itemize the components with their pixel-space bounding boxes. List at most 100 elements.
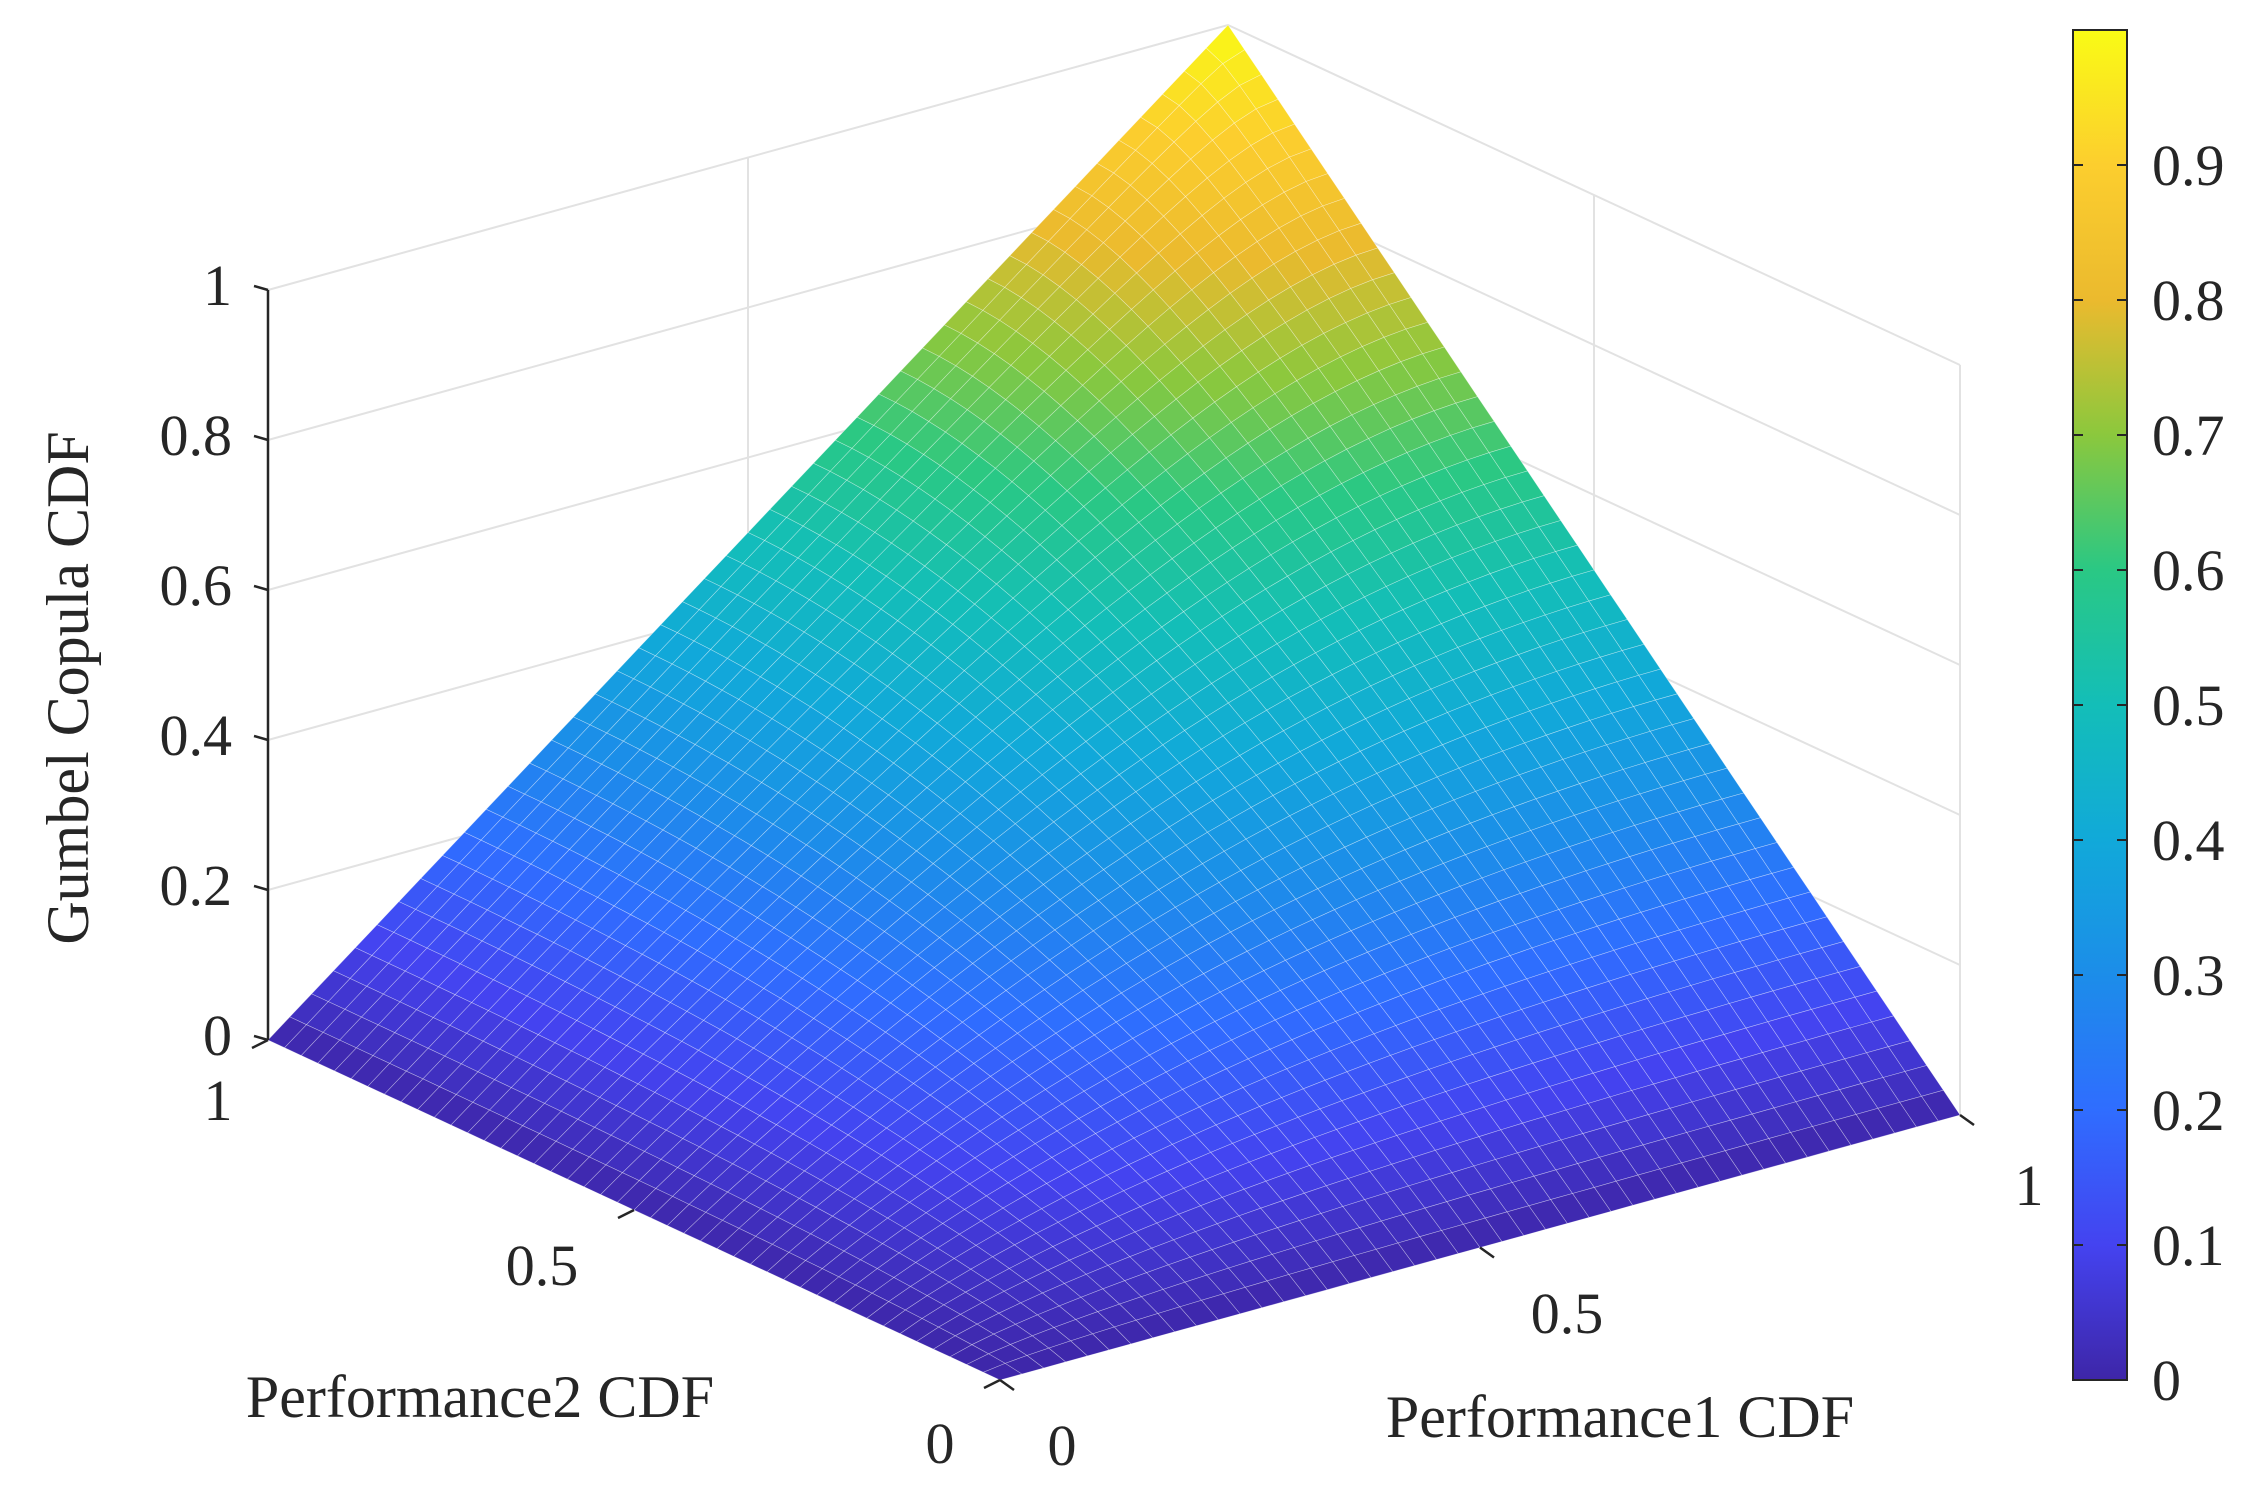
colorbar-tick-label-3: 0.3 bbox=[2152, 943, 2225, 1008]
surface-cell bbox=[1226, 1161, 1267, 1190]
surface-cell bbox=[1221, 602, 1261, 637]
colorbar-tick-label-2: 0.2 bbox=[2152, 1078, 2225, 1143]
surface-cell bbox=[1311, 793, 1351, 827]
surface-cell bbox=[1094, 1121, 1135, 1150]
surface-cell bbox=[1189, 683, 1229, 717]
colorbar-tick-label-8: 0.8 bbox=[2152, 268, 2225, 333]
surface-cell bbox=[1132, 416, 1172, 453]
surface-cell bbox=[1329, 414, 1369, 450]
surface-cell bbox=[1169, 289, 1209, 328]
x-tick-label-0: 0 bbox=[1048, 1413, 1077, 1478]
surface-cell bbox=[837, 1171, 877, 1200]
surface-cell bbox=[1141, 215, 1181, 254]
colorbar-tick-label-6: 0.6 bbox=[2152, 538, 2225, 603]
z-tick-label-0: 0 bbox=[203, 1003, 232, 1068]
surface-cell bbox=[1921, 1089, 1961, 1122]
surface-cell bbox=[990, 1156, 1031, 1184]
surface-cell bbox=[1099, 504, 1140, 541]
surface-cell bbox=[1135, 776, 1175, 810]
surface-cell bbox=[1100, 1094, 1140, 1123]
surface-cell bbox=[1159, 985, 1199, 1016]
surface-cell bbox=[1091, 172, 1131, 208]
surface-cell bbox=[1406, 443, 1446, 478]
surface-cell bbox=[617, 749, 658, 782]
z-axis-ticks: 0 0.2 0.4 0.6 0.8 1 bbox=[160, 253, 233, 1068]
surface-cell bbox=[1184, 1274, 1224, 1301]
y-axis-label: Performance2 CDF bbox=[246, 1364, 714, 1430]
surface-cell bbox=[1081, 869, 1121, 901]
surface-cell bbox=[1220, 477, 1260, 514]
surface-cell bbox=[1039, 1103, 1080, 1132]
surface-cell bbox=[959, 1302, 1000, 1325]
surface-cell bbox=[1441, 1223, 1481, 1254]
surface-cell bbox=[1017, 1018, 1057, 1048]
surface-cell bbox=[716, 1227, 757, 1257]
z-tick-mark-3 bbox=[253, 584, 269, 592]
surface-cell bbox=[1149, 1043, 1189, 1073]
surface-cell bbox=[1140, 1289, 1181, 1314]
surface-cell bbox=[929, 510, 969, 546]
surface-cell bbox=[1637, 1168, 1677, 1200]
surface-cell bbox=[1036, 1305, 1077, 1328]
surface-cell bbox=[802, 502, 842, 536]
surface-cell bbox=[1341, 472, 1381, 507]
y-tick-mark-2 bbox=[251, 1038, 269, 1050]
surface-cell bbox=[679, 816, 719, 849]
surface-cell bbox=[1691, 1095, 1731, 1127]
surface-cell bbox=[775, 1105, 816, 1135]
surface-cell bbox=[1516, 1146, 1557, 1177]
colorbar-tick-label-5: 0.5 bbox=[2152, 673, 2225, 738]
surface-cell bbox=[1312, 391, 1353, 427]
surface-cell bbox=[771, 1225, 812, 1253]
surface-cell bbox=[1015, 308, 1055, 344]
surface-cell bbox=[1822, 1058, 1862, 1091]
surface-cell bbox=[879, 1043, 920, 1073]
surface-cell bbox=[1225, 1058, 1266, 1088]
surface-cell bbox=[880, 587, 920, 622]
surface-cell bbox=[339, 1016, 379, 1049]
surface-cell bbox=[1468, 1188, 1508, 1219]
surface-cell bbox=[417, 1086, 457, 1118]
surface-cell bbox=[971, 1333, 1012, 1355]
z-tick-label-1: 0.2 bbox=[160, 853, 233, 918]
surface-cell bbox=[1354, 773, 1394, 806]
surface-cell bbox=[1170, 417, 1210, 455]
surface-cell bbox=[1249, 1254, 1290, 1282]
surface-cell bbox=[1284, 836, 1324, 869]
x-tick-mark-0 bbox=[999, 1378, 1015, 1392]
surface-mesh bbox=[267, 24, 1961, 1381]
surface-cell bbox=[1105, 1066, 1145, 1096]
surface-cell bbox=[1171, 1134, 1212, 1163]
surface-cell bbox=[1789, 1009, 1829, 1041]
surface-cell bbox=[721, 1200, 762, 1229]
surface-cell bbox=[868, 1002, 908, 1033]
x-axis-ticks: 0 0.5 1 bbox=[1048, 1153, 2044, 1478]
surface-cell bbox=[1221, 1188, 1262, 1217]
surface-cell bbox=[416, 986, 456, 1018]
surface-cell bbox=[1505, 1092, 1545, 1124]
surface-cell bbox=[1680, 1040, 1720, 1072]
surface-cell bbox=[1113, 1319, 1154, 1345]
surface-cell bbox=[1218, 870, 1258, 902]
surface-cell bbox=[979, 1116, 1020, 1145]
surface-cell bbox=[1833, 1114, 1874, 1146]
surface-cell bbox=[1237, 498, 1277, 535]
surface-cell bbox=[1768, 1132, 1808, 1164]
surface-cell bbox=[1248, 554, 1288, 590]
surface-cell bbox=[1384, 452, 1424, 487]
surface-cell bbox=[1386, 1185, 1426, 1215]
x-axis-label: Performance1 CDF bbox=[1386, 1384, 1854, 1450]
surface-cell bbox=[1327, 815, 1367, 848]
surface-cell bbox=[405, 1047, 446, 1080]
surface-cell bbox=[1590, 832, 1630, 865]
surface-cell bbox=[1250, 132, 1290, 169]
surface-cell bbox=[1036, 789, 1076, 823]
surface-cell bbox=[1668, 985, 1708, 1017]
surface-cell bbox=[1240, 204, 1280, 242]
y-tick-label-0: 0 bbox=[926, 1411, 955, 1476]
surface-cell bbox=[799, 749, 839, 783]
surface-cell bbox=[616, 1180, 657, 1211]
surface-cell bbox=[1383, 328, 1423, 363]
surface-cell bbox=[1216, 635, 1256, 671]
surface-cell bbox=[1153, 906, 1193, 939]
